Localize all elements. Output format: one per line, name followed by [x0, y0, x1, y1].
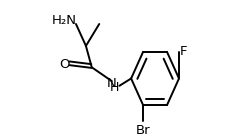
- Text: F: F: [180, 45, 187, 58]
- Text: O: O: [59, 58, 70, 71]
- Text: H: H: [110, 81, 120, 94]
- Text: Br: Br: [136, 124, 150, 137]
- Text: H₂N: H₂N: [51, 14, 77, 27]
- Text: N: N: [107, 77, 116, 90]
